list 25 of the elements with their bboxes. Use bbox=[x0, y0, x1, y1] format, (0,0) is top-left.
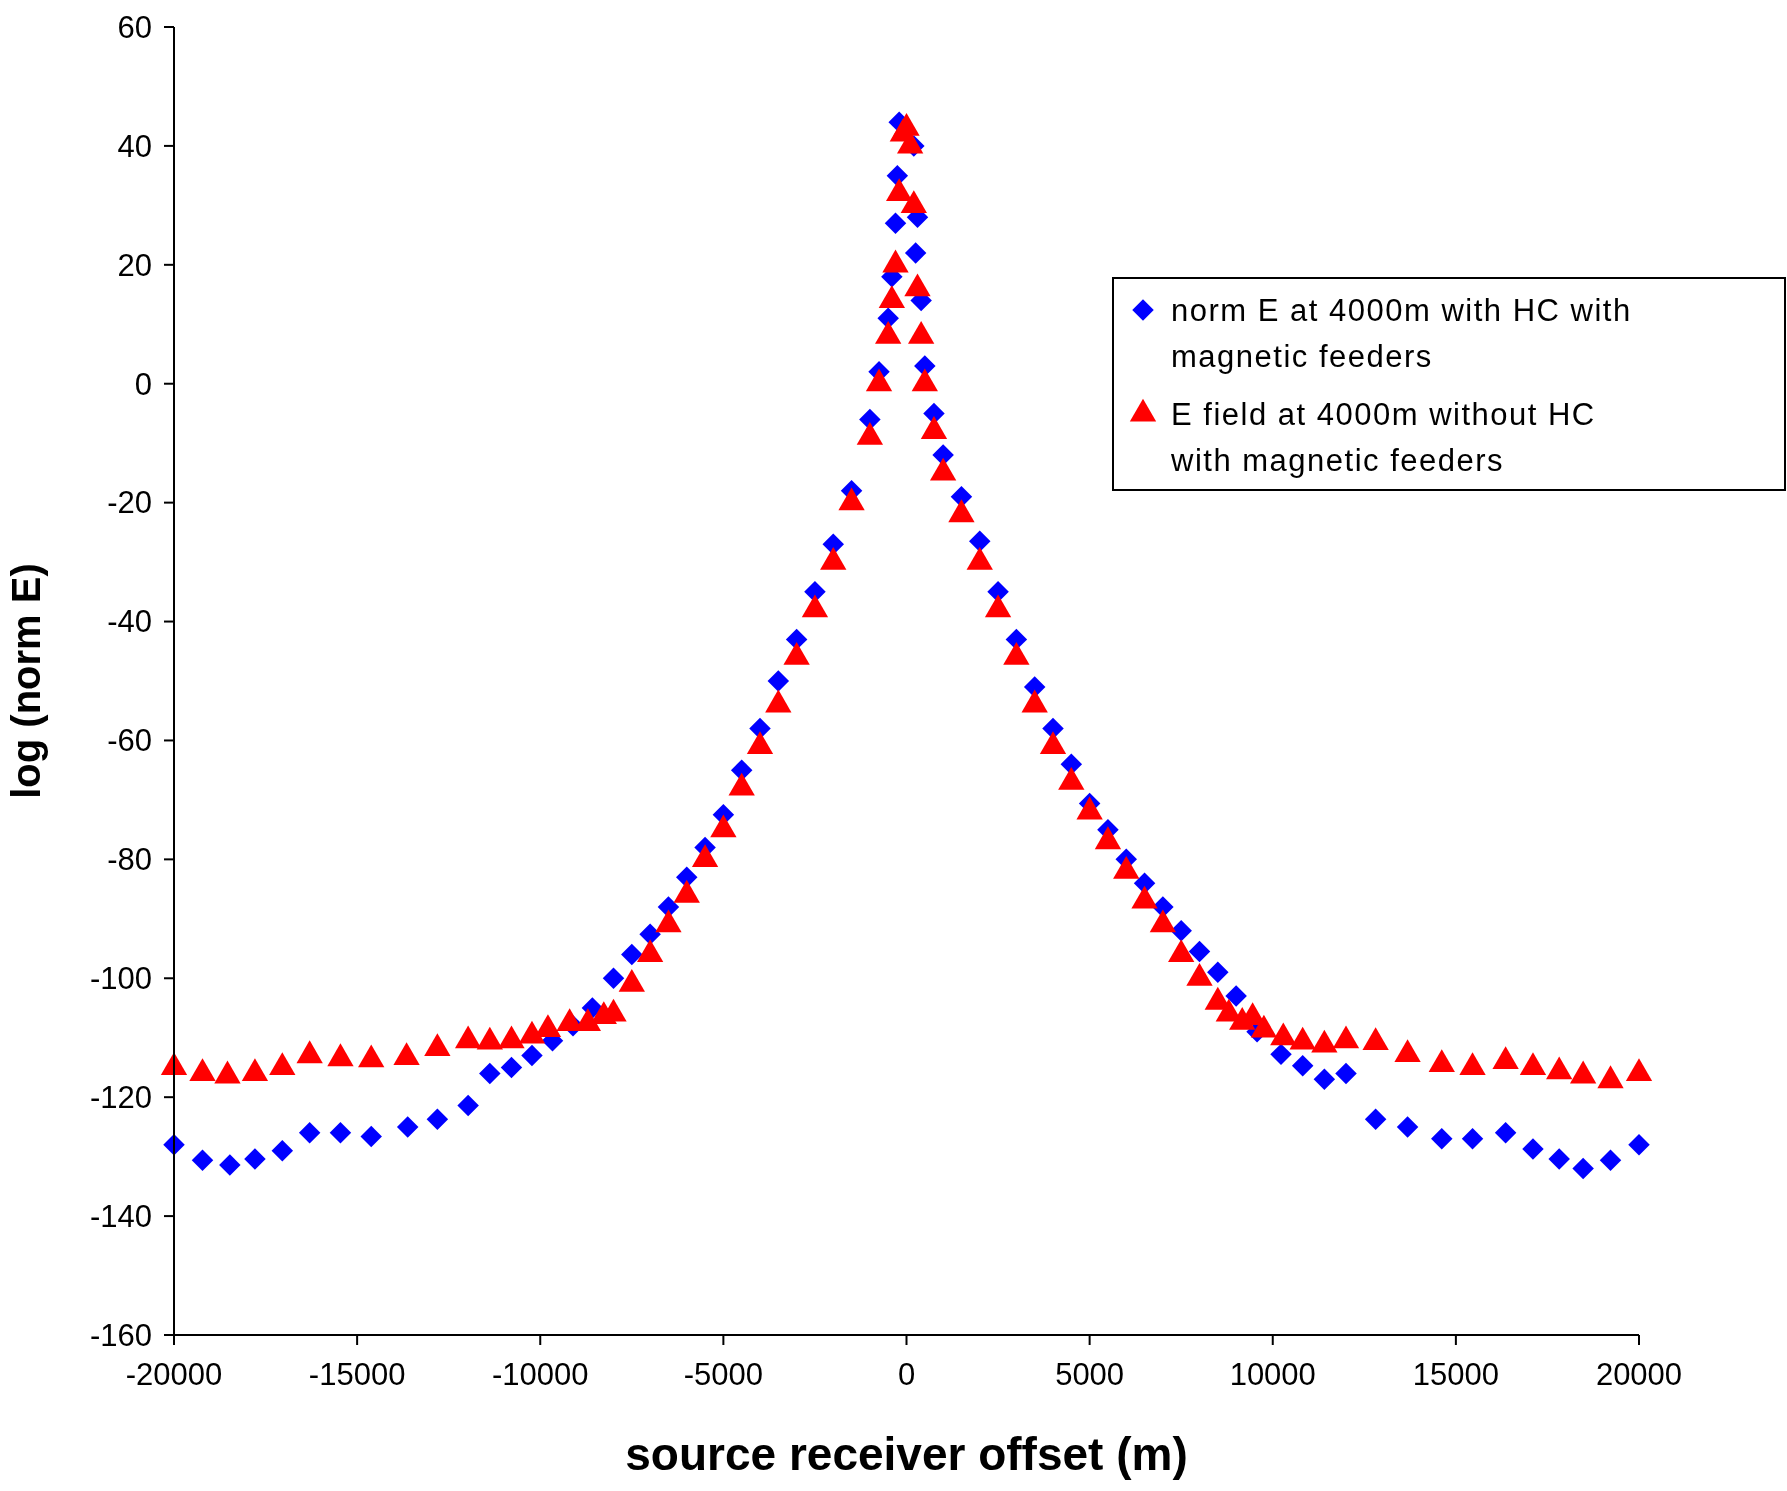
y-tick-label: -40 bbox=[107, 604, 152, 640]
y-tick-label: -60 bbox=[107, 723, 152, 759]
legend-label: norm E at 4000m with HC with magnetic feeders bbox=[1171, 292, 1632, 374]
y-tick-label: -160 bbox=[89, 1317, 152, 1353]
y-tick-label: -20 bbox=[107, 485, 152, 521]
y-tick-label: -120 bbox=[89, 1080, 152, 1116]
x-tick-label: 15000 bbox=[1412, 1357, 1499, 1392]
x-tick-label: 5000 bbox=[1055, 1357, 1125, 1392]
y-tick-label: -100 bbox=[89, 961, 152, 997]
y-tick-label: 0 bbox=[134, 366, 152, 402]
y-tick-label: -80 bbox=[107, 842, 152, 878]
x-tick-label: 10000 bbox=[1229, 1357, 1316, 1392]
x-tick-label: -5000 bbox=[683, 1357, 764, 1392]
x-tick-label: -20000 bbox=[125, 1357, 223, 1392]
x-tick-label: 20000 bbox=[1595, 1357, 1683, 1392]
y-tick-label: 20 bbox=[117, 247, 152, 283]
y-tick-label: 40 bbox=[117, 128, 152, 164]
legend-label: E field at 4000m without HC with magnetic feeders bbox=[1170, 396, 1596, 478]
x-tick-label: 0 bbox=[897, 1357, 916, 1392]
y-tick-label: 60 bbox=[117, 9, 152, 45]
y-tick-label: -140 bbox=[89, 1198, 152, 1234]
x-axis-title: source receiver offset (m) bbox=[625, 1428, 1188, 1480]
x-tick-label: -15000 bbox=[308, 1357, 406, 1392]
x-tick-label: -10000 bbox=[491, 1357, 589, 1392]
y-axis-title: log (norm E) bbox=[4, 563, 48, 799]
